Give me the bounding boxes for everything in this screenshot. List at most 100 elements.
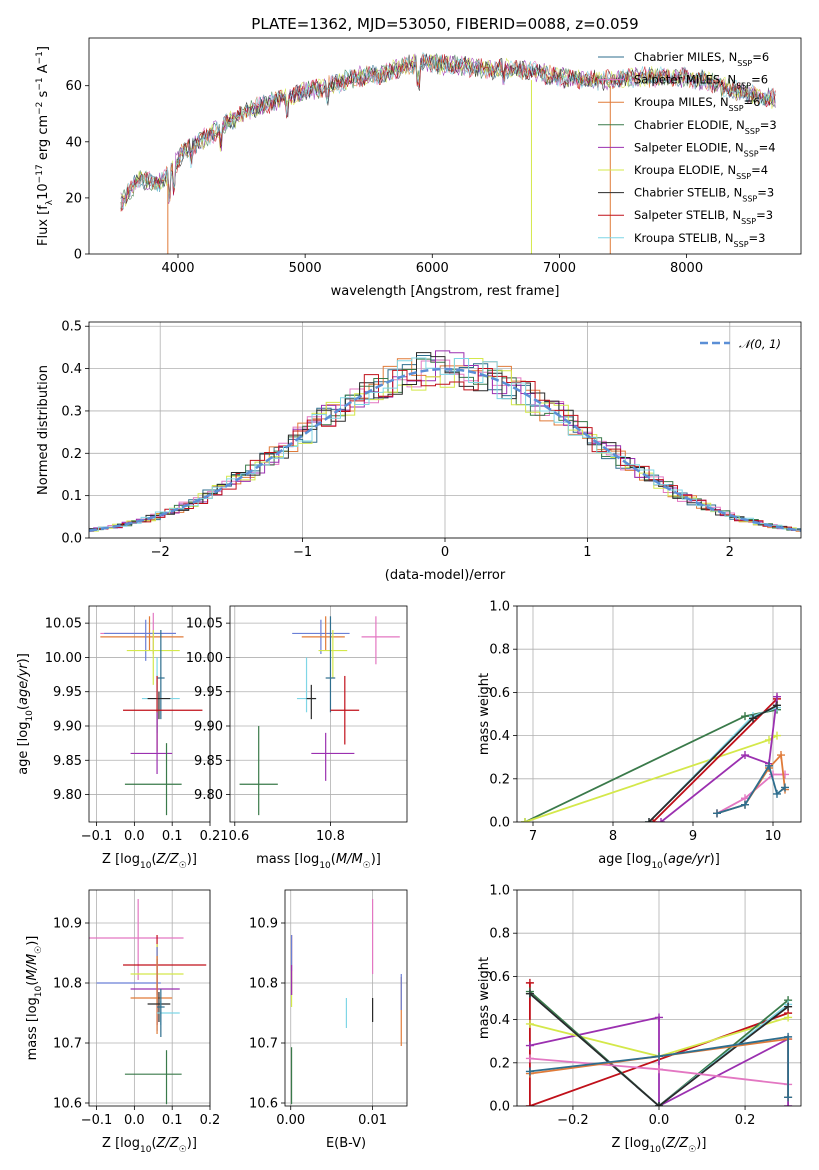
legend-label: Salpeter STELIB, NSSP=3 (634, 208, 773, 226)
legend-part: =6 (751, 73, 768, 87)
weight-point-marker (781, 783, 789, 792)
label-part: )] (25, 936, 40, 946)
legend-part: Salpeter STELIB, N (634, 208, 741, 222)
legend-part: =3 (757, 186, 774, 200)
y-axis-label: Flux [fλ10−17 erg cm−2 s−1 A−1] (35, 46, 55, 246)
weight-point-marker (525, 978, 534, 987)
legend-sub: SSP (742, 194, 757, 203)
y-tick-label: 10.05 (186, 617, 223, 632)
x-tick-label: 0.0 (124, 829, 145, 844)
legend-sub: SSP (745, 126, 760, 135)
label-part: erg cm (36, 115, 51, 164)
x-tick-label: −0.1 (81, 1113, 113, 1128)
weight-point-marker (773, 789, 781, 798)
x-axis-label: age [log10(age/yr)] (598, 852, 720, 871)
x-tick-label: −2 (151, 545, 170, 560)
panel-mass-vs-Z: −0.1 0.0 0.1 0.210.610.710.810.9Z [log10(Z/… (25, 889, 220, 1155)
label-part: −1 (35, 77, 45, 90)
weight-point-marker (655, 1013, 663, 1022)
legend-label: Kroupa STELIB, NSSP=3 (634, 231, 765, 249)
label-part: Z [log (612, 1136, 650, 1151)
x-tick-label: 7000 (543, 261, 576, 276)
legend-part: =3 (760, 118, 777, 132)
weight-series-line (529, 990, 789, 1106)
legend-label: Salpeter ELODIE, NSSP=4 (634, 140, 776, 158)
y-tick-label: 0.4 (61, 362, 82, 377)
legend-part: Chabrier STELIB, N (634, 186, 742, 200)
panel-residuals: −2 −1 0 1 2 0.0 0.1 0.2 0.3 0.4 0.5 (data-model)/er… (36, 320, 802, 583)
y-axis-label: mass [log10(M/M☉)] (25, 936, 44, 1061)
legend-part: =4 (759, 140, 776, 154)
x-tick-label: −1 (293, 545, 312, 560)
x-tick-label: 7 (529, 829, 537, 844)
weight-series-line (524, 708, 778, 822)
label-part: ( (16, 705, 31, 710)
legend-sub: SSP (737, 59, 752, 68)
label-part: )] (16, 653, 31, 663)
axes-frame (88, 321, 802, 539)
x-tick-label: 0.1 (162, 1113, 183, 1128)
axes-frame (516, 889, 802, 1107)
weight-series-line (716, 773, 785, 815)
panel-weight-vs-Z: −0.2 0.0 0.2 0.0 0.2 0.4 0.6 0.8 1.0 Z [log10(Z/Z… (477, 884, 802, 1155)
weight-point-marker (773, 731, 781, 740)
y-tick-label: 9.85 (194, 754, 223, 769)
legend-part: Salpeter ELODIE, N (634, 140, 744, 154)
y-tick-label: 10.8 (249, 977, 278, 992)
label-part: 10 (140, 1145, 152, 1155)
x-tick-label: 4000 (161, 261, 194, 276)
legend-label: Chabrier MILES, NSSP=6 (634, 50, 769, 68)
legend-part: Kroupa STELIB, N (634, 231, 734, 245)
label-part: ☉ (363, 861, 371, 871)
legend-label: Kroupa ELODIE, NSSP=4 (634, 163, 768, 181)
histogram-series (89, 357, 801, 531)
errorbars (100, 612, 203, 816)
x-tick-label: −0.2 (557, 1113, 589, 1128)
label-part: 10 (34, 985, 44, 997)
x-axis-label: Z [log10(Z/Z☉)] (102, 1136, 197, 1155)
weight-point-marker (713, 809, 721, 818)
label-part: ☉ (179, 861, 187, 871)
label-part: 10 (651, 861, 663, 871)
label-part: Z [log (102, 852, 140, 867)
weight-point-marker (781, 770, 789, 779)
label-part: mass [log (256, 852, 319, 867)
label-part: Z/Z (156, 1136, 180, 1151)
weight-point-marker (741, 800, 749, 809)
y-tick-label: 10.7 (249, 1037, 278, 1052)
y-tick-label: 0 (74, 248, 82, 263)
label-part: )] (187, 1136, 197, 1151)
legend-label: 𝒩(0, 1) (739, 337, 781, 351)
errorbars (89, 899, 207, 1105)
figure-title: PLATE=1362, MJD=53050, FIBERID=0088, z=0… (251, 15, 638, 33)
y-tick-label: 10.8 (53, 977, 82, 992)
weight-lines (525, 978, 793, 1106)
y-tick-label: 0.6 (489, 686, 510, 701)
label-part: Z/Z (665, 1136, 689, 1151)
label-part: age/yr (16, 662, 31, 705)
x-axis-label: Z [log10(Z/Z☉)] (102, 852, 197, 871)
label-part: ( (331, 852, 336, 867)
legend-part: Kroupa MILES, N (634, 95, 729, 109)
weight-point-marker (749, 714, 757, 723)
y-tick-label: 9.90 (194, 720, 223, 735)
label-part: ] (36, 46, 51, 51)
y-tick-label: 0.5 (61, 320, 82, 335)
y-tick-label: 9.90 (53, 720, 82, 735)
y-tick-label: 0.8 (489, 927, 510, 942)
legend-label: Chabrier ELODIE, NSSP=3 (634, 118, 777, 136)
y-tick-label: 0.2 (61, 447, 82, 462)
weight-point-marker (741, 712, 749, 721)
label-part: 10 (140, 861, 152, 871)
y-tick-label: 10.6 (249, 1097, 278, 1112)
weight-point-marker (784, 1032, 793, 1041)
label-part: −1 (35, 51, 45, 64)
legend-sub: SSP (736, 81, 751, 90)
label-part: 10 (649, 1145, 661, 1155)
weight-series-line (529, 993, 789, 1106)
weight-point-marker (525, 1067, 534, 1076)
weight-series-line (652, 698, 778, 822)
panel-age-vs-Z: −0.1 0.0 0.1 0.2 9.80 9.85 9.90 9.95 10.00 10.05 Z… (16, 605, 220, 871)
